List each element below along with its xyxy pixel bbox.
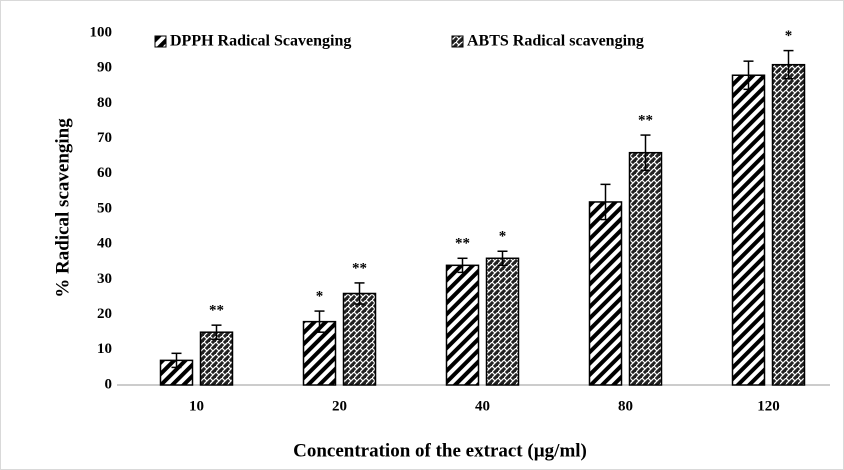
y-tick-label: 50 [97,200,112,216]
legend-label: ABTS Radical scavenging [467,33,644,50]
x-axis-title: Concentration of the extract (µg/ml) [293,440,587,461]
significance-label: * [785,28,793,44]
x-tick-label: 120 [757,398,780,414]
bar [199,331,234,386]
y-tick-label: 60 [97,165,112,181]
y-tick-label: 10 [97,341,112,357]
legend-label: DPPH Radical Scavenging [170,33,351,50]
error-bar [211,324,222,340]
x-tick-label: 10 [189,398,204,414]
y-tick-label: 0 [105,376,113,392]
error-bar [171,352,182,369]
error-bar [783,49,794,80]
error-bar [457,257,468,274]
significance-label: * [499,229,507,245]
bar [485,257,520,386]
significance-label: ** [352,260,367,276]
x-tick-label: 80 [618,398,633,414]
bar [342,292,377,386]
y-tick-label: 30 [97,271,112,287]
error-bar [743,60,754,91]
significance-label: * [316,289,324,305]
legend-swatch [451,35,464,48]
legend-swatch [154,35,167,48]
error-bar [314,310,325,333]
y-tick-label: 100 [90,24,113,40]
x-tick-label: 20 [332,398,347,414]
x-tick-label: 40 [475,398,490,414]
significance-label: ** [455,236,470,252]
error-bar [600,183,611,221]
y-tick-label: 20 [97,306,112,322]
bar [445,264,480,386]
bar [731,74,766,386]
significance-label: ** [209,303,224,319]
bar [771,63,806,386]
bar [628,151,663,386]
error-bar [354,282,365,305]
bar [588,201,623,386]
y-axis-title: % Radical scavenging [52,118,73,298]
y-tick-label: 70 [97,130,112,146]
significance-label: ** [638,113,653,129]
y-tick-label: 40 [97,236,112,252]
y-tick-label: 90 [97,60,112,76]
y-tick-label: 80 [97,95,112,111]
error-bar [497,250,508,267]
error-bar [640,134,651,172]
